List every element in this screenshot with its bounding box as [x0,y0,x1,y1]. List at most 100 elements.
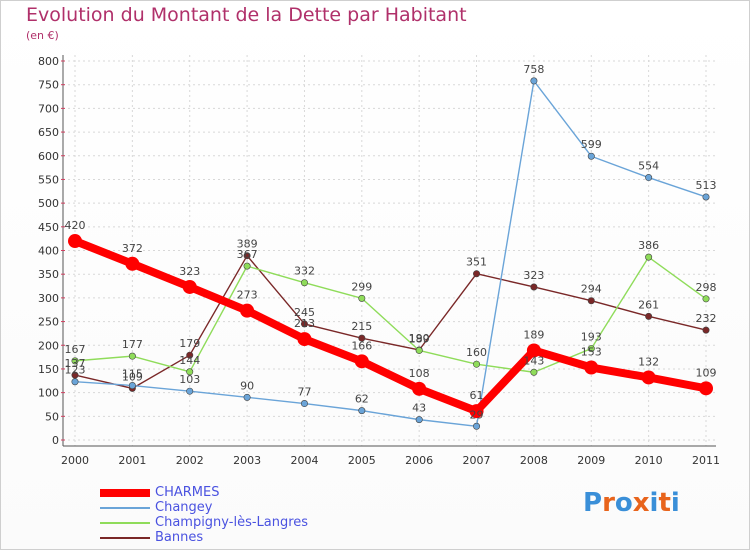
data-label: 115 [122,368,143,381]
data-label: 189 [409,332,430,345]
data-point [530,77,538,85]
legend-swatch [100,507,150,509]
data-point [186,368,194,376]
legend-swatch [100,537,150,539]
x-tick-label: 2009 [577,454,605,467]
data-point [702,193,710,201]
data-point [587,345,595,353]
data-point [641,370,656,385]
y-tick-label: 650 [38,126,59,139]
y-tick-label: 500 [38,197,59,210]
x-tick-label: 2000 [61,454,89,467]
data-label: 245 [294,306,315,319]
data-label: 143 [523,354,544,367]
y-tick-label: 600 [38,150,59,163]
data-label: 298 [696,281,717,294]
data-point [415,416,423,424]
data-label: 599 [581,138,602,151]
data-point [354,354,369,369]
data-point [297,332,312,347]
y-tick-label: 50 [45,410,59,423]
x-tick-label: 2007 [463,454,491,467]
data-label: 77 [297,386,311,399]
data-point [128,382,136,390]
data-label: 109 [696,366,717,379]
data-point [412,381,427,396]
data-label: 166 [351,339,372,352]
y-tick-label: 350 [38,268,59,281]
y-tick-label: 250 [38,316,59,329]
data-point [186,351,194,359]
data-point [186,387,194,395]
data-label: 215 [351,320,372,333]
data-label: 137 [65,357,86,370]
data-label: 261 [638,298,659,311]
data-point [473,270,481,278]
data-label: 123 [65,364,86,377]
y-tick-label: 450 [38,221,59,234]
data-point [300,400,308,408]
data-label: 232 [696,312,717,325]
series-line-3 [74,255,707,390]
y-tick-label: 750 [38,79,59,92]
data-point [300,279,308,287]
data-point [68,234,82,249]
x-tick-label: 2005 [348,454,376,467]
y-tick-label: 0 [52,434,59,447]
data-point [526,343,541,358]
data-point [645,174,653,182]
data-point [584,360,599,375]
chart-subtitle: (en €) [26,29,59,42]
grid-lines [63,55,716,446]
logo-letter: r [602,488,615,518]
logo-letter: x [632,488,650,518]
data-label: 153 [581,346,602,359]
data-label: 90 [240,379,254,392]
data-point [587,152,595,160]
x-tick-label: 2002 [176,454,204,467]
proxiti-logo: Proxiti [583,488,680,518]
x-tick-label: 2008 [520,454,548,467]
legend-item: Champigny-lès-Langres [100,515,400,530]
data-point [530,283,538,291]
data-label: 29 [470,408,484,421]
data-label: 323 [179,265,200,278]
legend-label: Champigny-lès-Langres [155,515,309,530]
y-tick-label: 550 [38,173,59,186]
data-label: 299 [351,280,372,293]
chart-title: Evolution du Montant de la Dette par Hab… [26,4,467,26]
data-point [71,357,79,365]
logo-letter: i [670,488,680,518]
data-label: 43 [412,402,426,415]
data-point [702,295,710,303]
data-point [702,326,710,334]
logo-letter: P [583,488,603,518]
data-label: 62 [355,393,369,406]
x-tick-label: 2004 [290,454,318,467]
data-point [182,279,197,294]
legend: CHARMES Changey Champigny-lès-Langres Banne… [100,485,400,545]
data-point [243,262,251,270]
data-point [587,297,595,305]
legend-item: Changey [100,500,400,515]
data-point [469,404,484,419]
x-tick-label: 2001 [118,454,146,467]
series-line-1 [74,80,707,427]
data-label: 372 [122,242,143,255]
x-tick-label: 2003 [233,454,261,467]
data-label: 323 [523,269,544,282]
data-point [530,368,538,376]
legend-item: CHARMES [100,485,400,500]
data-point [645,253,653,261]
data-label: 554 [638,160,659,173]
axes: 0 50 100 150 200 250 300 350 400 450 500 550 600 650 7… [38,55,720,467]
data-label: 61 [470,389,484,402]
data-point [300,320,308,328]
y-tick-label: 300 [38,292,59,305]
data-label: 389 [237,238,258,251]
data-point [699,381,713,396]
data-label: 189 [523,328,544,341]
legend-swatch [100,522,150,524]
data-label: 294 [581,283,602,296]
